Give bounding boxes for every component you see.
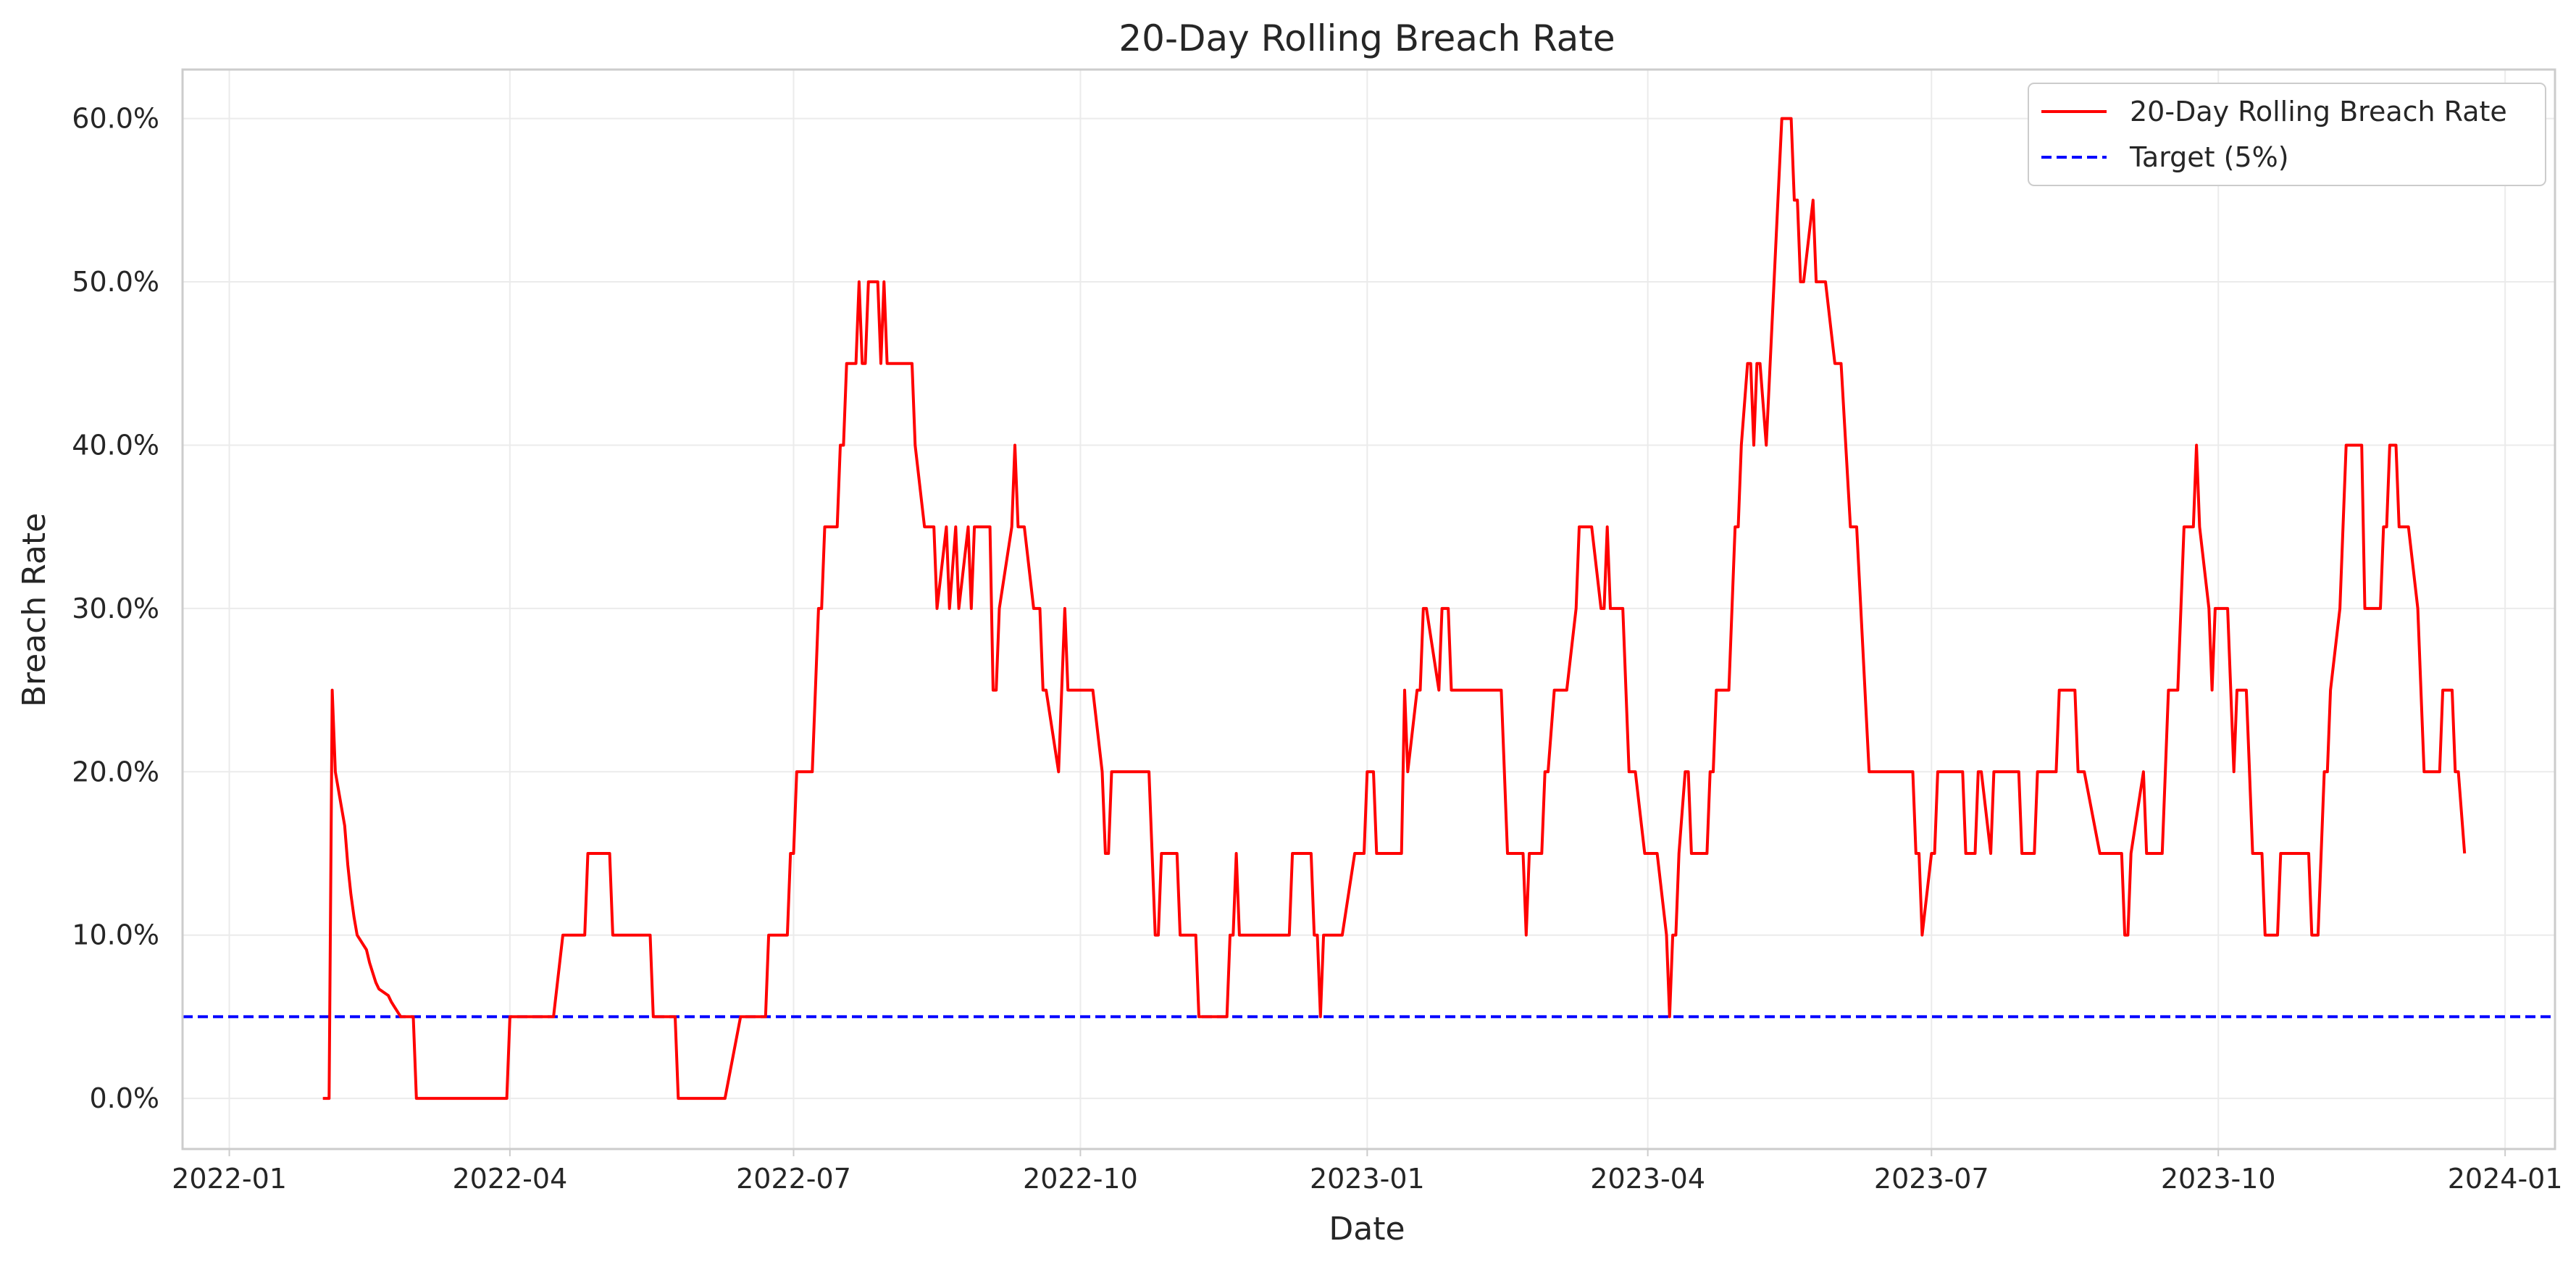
y-tick-label: 40.0% <box>72 429 159 461</box>
chart-title: 20-Day Rolling Breach Rate <box>1118 17 1615 59</box>
legend-label-rolling-rate: 20-Day Rolling Breach Rate <box>2130 96 2507 128</box>
y-axis-label: Breach Rate <box>16 513 53 707</box>
y-tick-label: 20.0% <box>72 756 159 788</box>
x-axis-label: Date <box>1329 1211 1405 1248</box>
x-tick-label: 2022-07 <box>736 1163 851 1195</box>
x-tick-label: 2023-10 <box>2161 1163 2276 1195</box>
series-line-rolling-breach-rate <box>322 117 2467 1100</box>
legend: 20-Day Rolling Breach Rate Target (5%) <box>2028 83 2546 186</box>
x-tick-label: 2022-04 <box>452 1163 567 1195</box>
y-tick-label: 60.0% <box>72 103 159 135</box>
x-tick-label: 2022-10 <box>1023 1163 1138 1195</box>
y-tick-label: 30.0% <box>72 593 159 624</box>
plot-frame <box>181 68 2556 1150</box>
x-tick-label: 2023-07 <box>1874 1163 1989 1195</box>
series-layer <box>322 117 2467 1100</box>
x-tick-label: 2024-01 <box>2448 1163 2563 1195</box>
x-axis-ticks: 2022-01 2022-04 2022-07 2022-10 2023-01 2023-… <box>172 1149 2563 1195</box>
x-tick-label: 2022-01 <box>172 1163 287 1195</box>
legend-box <box>2028 83 2546 186</box>
y-tick-label: 10.0% <box>72 919 159 951</box>
x-tick-label: 2023-01 <box>1310 1163 1425 1195</box>
y-tick-label: 0.0% <box>89 1082 159 1114</box>
legend-label-target: Target (5%) <box>2129 141 2289 173</box>
grid-lines <box>183 70 2555 1149</box>
y-axis-ticks: 0.0% 10.0% 20.0% 30.0% 40.0% 50.0% 60.0% <box>72 103 159 1114</box>
x-tick-label: 2023-04 <box>1590 1163 1705 1195</box>
y-tick-label: 50.0% <box>72 266 159 298</box>
